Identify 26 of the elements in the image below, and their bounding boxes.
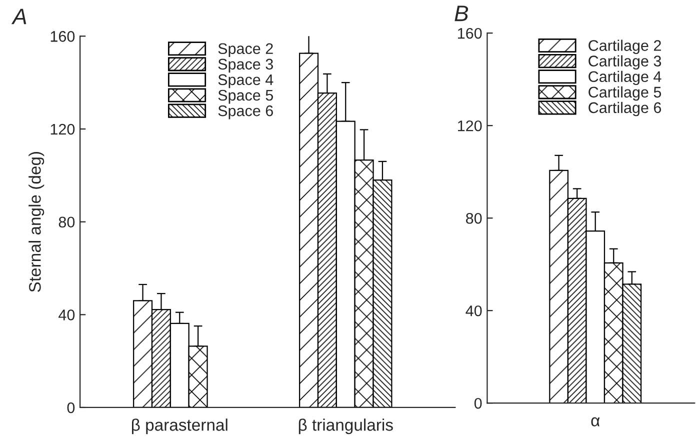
x-tick-label: β parasternal xyxy=(132,418,228,434)
legend-label: Space 4 xyxy=(218,74,274,88)
chart-title: A xyxy=(11,8,26,24)
chart-title: B xyxy=(454,6,468,22)
y-tick-label: 120 xyxy=(50,124,75,135)
legend-label: Space 6 xyxy=(218,105,273,120)
x-tick-label: β triangularis xyxy=(298,418,393,434)
y-tick-label: 40 xyxy=(58,310,75,320)
y-tick-label: 80 xyxy=(58,216,75,228)
x-tick-label: α xyxy=(591,417,600,426)
legend-label: Cartilage 6 xyxy=(588,102,662,116)
y-tick-label: 120 xyxy=(458,120,482,132)
y-axis-title: Sternal angle (deg) xyxy=(28,152,44,292)
y-tick-label: 0 xyxy=(474,398,482,409)
legend-label: Space 3 xyxy=(218,58,273,73)
y-tick-label: 40 xyxy=(466,305,482,316)
legend-label: Cartilage 2 xyxy=(588,40,661,54)
legend-label: Cartilage 4 xyxy=(588,70,662,86)
y-tick-label: 80 xyxy=(466,212,482,224)
legend-label: Space 2 xyxy=(218,43,273,58)
legend-label: Cartilage 5 xyxy=(588,86,662,101)
y-tick-label: 160 xyxy=(458,28,482,39)
legend-label: Cartilage 3 xyxy=(588,55,662,70)
y-tick-label: 160 xyxy=(50,31,75,42)
legend-label: Space 5 xyxy=(218,90,273,104)
y-tick-label: 0 xyxy=(67,402,75,414)
